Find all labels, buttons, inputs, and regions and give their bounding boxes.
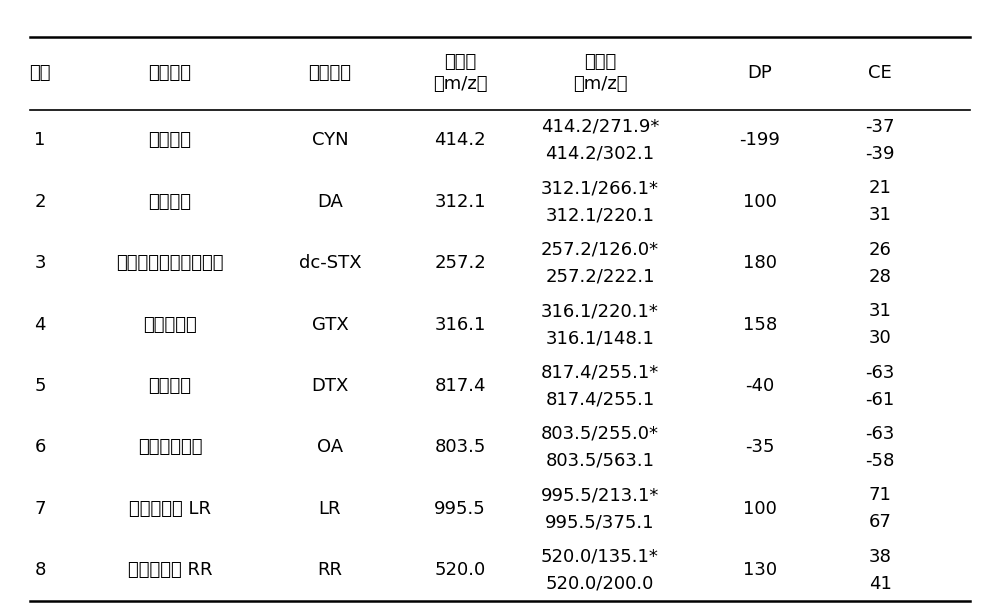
Text: 817.4/255.1: 817.4/255.1 bbox=[545, 390, 655, 409]
Text: 序号: 序号 bbox=[29, 64, 51, 82]
Text: 31: 31 bbox=[869, 206, 891, 224]
Text: 257.2/222.1: 257.2/222.1 bbox=[545, 268, 655, 285]
Text: DTX: DTX bbox=[311, 377, 349, 395]
Text: 130: 130 bbox=[743, 561, 777, 579]
Text: 冈田软海绵酸: 冈田软海绵酸 bbox=[138, 439, 202, 456]
Text: 414.2/302.1: 414.2/302.1 bbox=[545, 145, 655, 163]
Text: 鳍藻毒素: 鳍藻毒素 bbox=[148, 377, 192, 395]
Text: 4: 4 bbox=[34, 315, 46, 334]
Text: 英文缩写: 英文缩写 bbox=[308, 64, 352, 82]
Text: 8: 8 bbox=[34, 561, 46, 579]
Text: 微囊藻毒素 RR: 微囊藻毒素 RR bbox=[128, 561, 212, 579]
Text: 38: 38 bbox=[869, 548, 891, 565]
Text: 520.0: 520.0 bbox=[434, 561, 486, 579]
Text: 脱氨甲酰基石房蛤毒素: 脱氨甲酰基石房蛤毒素 bbox=[116, 254, 224, 272]
Text: 316.1/148.1: 316.1/148.1 bbox=[546, 329, 654, 347]
Text: 1: 1 bbox=[34, 132, 46, 149]
Text: 414.2/271.9*: 414.2/271.9* bbox=[541, 118, 659, 136]
Text: 2: 2 bbox=[34, 193, 46, 211]
Text: 257.2/126.0*: 257.2/126.0* bbox=[541, 241, 659, 259]
Text: 67: 67 bbox=[869, 513, 891, 531]
Text: 158: 158 bbox=[743, 315, 777, 334]
Text: 微囊藻毒素 LR: 微囊藻毒素 LR bbox=[129, 500, 211, 518]
Text: -35: -35 bbox=[745, 439, 775, 456]
Text: 膝沟藻毒素: 膝沟藻毒素 bbox=[143, 315, 197, 334]
Text: 21: 21 bbox=[869, 179, 891, 198]
Text: CE: CE bbox=[868, 64, 892, 82]
Text: 柱孢毒素: 柱孢毒素 bbox=[148, 132, 192, 149]
Text: -37: -37 bbox=[865, 118, 895, 136]
Text: -58: -58 bbox=[865, 452, 895, 470]
Text: -40: -40 bbox=[745, 377, 775, 395]
Text: GTX: GTX bbox=[312, 315, 348, 334]
Text: 312.1: 312.1 bbox=[434, 193, 486, 211]
Text: 817.4/255.1*: 817.4/255.1* bbox=[541, 364, 659, 381]
Text: 71: 71 bbox=[869, 486, 891, 504]
Text: 995.5: 995.5 bbox=[434, 500, 486, 518]
Text: 520.0/135.1*: 520.0/135.1* bbox=[541, 548, 659, 565]
Text: 995.5/375.1: 995.5/375.1 bbox=[545, 513, 655, 531]
Text: -61: -61 bbox=[865, 390, 895, 409]
Text: -63: -63 bbox=[865, 364, 895, 381]
Text: 803.5: 803.5 bbox=[434, 439, 486, 456]
Text: 316.1: 316.1 bbox=[434, 315, 486, 334]
Text: DA: DA bbox=[317, 193, 343, 211]
Text: -199: -199 bbox=[740, 132, 780, 149]
Text: 312.1/266.1*: 312.1/266.1* bbox=[541, 179, 659, 198]
Text: 312.1/220.1: 312.1/220.1 bbox=[546, 206, 654, 224]
Text: 41: 41 bbox=[869, 575, 891, 593]
Text: -63: -63 bbox=[865, 425, 895, 443]
Text: LR: LR bbox=[319, 500, 341, 518]
Text: 817.4: 817.4 bbox=[434, 377, 486, 395]
Text: dc-STX: dc-STX bbox=[299, 254, 361, 272]
Text: 30: 30 bbox=[869, 329, 891, 347]
Text: 31: 31 bbox=[869, 302, 891, 320]
Text: 995.5/213.1*: 995.5/213.1* bbox=[541, 486, 659, 504]
Text: 520.0/200.0: 520.0/200.0 bbox=[546, 575, 654, 593]
Text: 257.2: 257.2 bbox=[434, 254, 486, 272]
Text: 414.2: 414.2 bbox=[434, 132, 486, 149]
Text: 803.5/255.0*: 803.5/255.0* bbox=[541, 425, 659, 443]
Text: OA: OA bbox=[317, 439, 343, 456]
Text: 28: 28 bbox=[869, 268, 891, 285]
Text: 26: 26 bbox=[869, 241, 891, 259]
Text: 100: 100 bbox=[743, 500, 777, 518]
Text: 毒素名称: 毒素名称 bbox=[148, 64, 192, 82]
Text: 803.5/563.1: 803.5/563.1 bbox=[546, 452, 654, 470]
Text: 7: 7 bbox=[34, 500, 46, 518]
Text: 5: 5 bbox=[34, 377, 46, 395]
Text: 3: 3 bbox=[34, 254, 46, 272]
Text: RR: RR bbox=[318, 561, 342, 579]
Text: 100: 100 bbox=[743, 193, 777, 211]
Text: 软骨藻酸: 软骨藻酸 bbox=[148, 193, 192, 211]
Text: 6: 6 bbox=[34, 439, 46, 456]
Text: 180: 180 bbox=[743, 254, 777, 272]
Text: 离子对
（m/z）: 离子对 （m/z） bbox=[573, 53, 627, 93]
Text: 316.1/220.1*: 316.1/220.1* bbox=[541, 302, 659, 320]
Text: CYN: CYN bbox=[312, 132, 348, 149]
Text: DP: DP bbox=[748, 64, 772, 82]
Text: -39: -39 bbox=[865, 145, 895, 163]
Text: 母离子
（m/z）: 母离子 （m/z） bbox=[433, 53, 487, 93]
